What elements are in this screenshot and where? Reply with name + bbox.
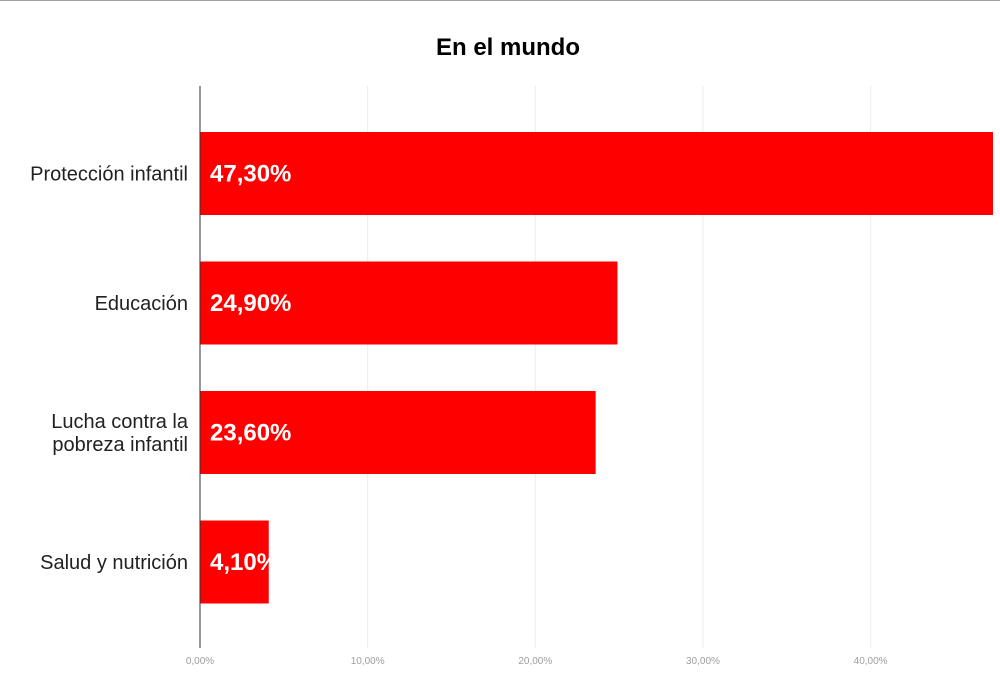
chart-title: En el mundo xyxy=(436,34,580,61)
top-border xyxy=(0,0,1000,1)
category-label: Protección infantil xyxy=(30,164,188,186)
x-tick-label: 0,00% xyxy=(186,656,214,667)
bar xyxy=(200,261,618,345)
data-label: 4,10% xyxy=(210,549,278,576)
category-label: pobreza infantil xyxy=(52,434,188,456)
x-tick-label: 30,00% xyxy=(686,656,720,667)
bar xyxy=(200,391,596,474)
category-label: Educación xyxy=(95,293,188,315)
bar xyxy=(200,132,993,215)
data-label: 23,60% xyxy=(210,420,291,447)
x-tick-labels: 0,00% 10,00% 20,00% 30,00% 40,00% xyxy=(186,656,888,667)
category-label: Salud y nutrición xyxy=(40,552,188,574)
data-label: 24,90% xyxy=(210,290,291,317)
x-tick-label: 20,00% xyxy=(518,656,552,667)
bar xyxy=(200,520,269,604)
bars: 47,30% 24,90% 23,60% 4,10% xyxy=(200,132,993,604)
category-label: Lucha contra la xyxy=(51,411,189,433)
data-label: 47,30% xyxy=(210,161,291,188)
x-tick-label: 40,00% xyxy=(854,656,888,667)
x-tick-label: 10,00% xyxy=(351,656,385,667)
category-labels: Protección infantil Educación Lucha contra… xyxy=(30,164,189,575)
